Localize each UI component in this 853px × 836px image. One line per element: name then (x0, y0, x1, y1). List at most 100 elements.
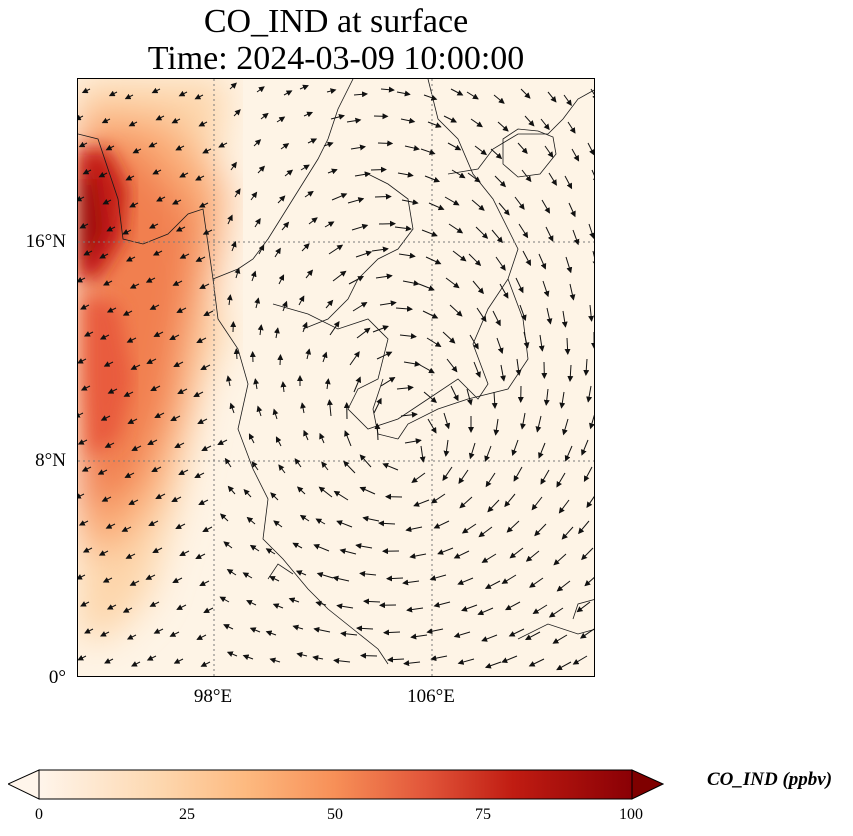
wind-arrow (565, 256, 573, 274)
wind-arrow (444, 196, 460, 206)
wind-arrow (170, 415, 181, 421)
wind-arrow (353, 91, 368, 98)
wind-arrow (508, 628, 525, 637)
wind-arrow (561, 526, 574, 540)
wind-arrow (122, 229, 132, 235)
wind-arrow (501, 655, 518, 663)
wind-arrow (476, 307, 487, 323)
wind-arrow (538, 334, 545, 352)
wind-arrow (78, 195, 85, 202)
wind-arrow (324, 221, 335, 228)
wind-arrow (101, 496, 112, 502)
wind-arrow (356, 327, 371, 339)
wind-arrow (129, 201, 139, 208)
wind-arrow (466, 91, 479, 100)
wind-arrow (316, 571, 334, 579)
wind-arrow (340, 630, 358, 637)
wind-arrow (124, 472, 135, 478)
wind-arrow (78, 358, 87, 364)
wind-arrow (123, 391, 134, 397)
wind-arrow (281, 221, 290, 231)
wind-arrow (513, 466, 523, 482)
wind-arrow (448, 223, 464, 234)
wind-arrow (419, 445, 426, 463)
wind-arrow (429, 574, 447, 581)
wind-arrow (175, 144, 185, 151)
wind-arrow (356, 625, 374, 632)
wind-arrow (426, 628, 444, 635)
colorbar-min-extend (6, 769, 40, 800)
wind-arrow (175, 226, 186, 232)
wind-arrow (304, 190, 314, 198)
wind-arrow (564, 175, 573, 190)
wind-arrow (179, 253, 190, 259)
wind-arrow (494, 175, 507, 188)
wind-arrow (380, 376, 396, 387)
wind-arrow (450, 385, 459, 402)
wind-arrow (359, 454, 372, 468)
wind-arrow (253, 139, 262, 147)
wind-arrow (542, 280, 550, 298)
wind-arrow (579, 628, 594, 639)
wind-arrow (151, 87, 161, 94)
wind-arrow (587, 142, 594, 156)
wind-arrow (121, 526, 132, 532)
wind-arrow (568, 202, 576, 218)
wind-arrow (80, 601, 90, 607)
wind-arrow (203, 607, 214, 613)
colorbar-max-extend (631, 769, 665, 800)
wind-arrow (511, 439, 519, 457)
wind-arrow (97, 469, 108, 475)
wind-arrow (98, 550, 109, 556)
wind-arrow (174, 442, 185, 448)
wind-arrow (152, 547, 163, 553)
wind-arrow (576, 601, 591, 613)
wind-arrow (469, 334, 479, 350)
wind-arrow (386, 575, 404, 582)
wind-arrow (234, 188, 241, 198)
wind-arrow (224, 457, 232, 468)
wind-arrow (106, 225, 116, 232)
wind-arrow (354, 171, 371, 178)
wind-arrow (405, 526, 423, 533)
wind-arrow (395, 305, 413, 312)
wind-arrow (82, 547, 93, 553)
wind-arrow (193, 391, 204, 397)
wind-arrow (78, 439, 88, 445)
wind-arrow (424, 175, 441, 183)
wind-arrow (545, 226, 554, 242)
wind-arrow (100, 631, 110, 637)
wind-arrow (332, 270, 347, 282)
wind-arrow (128, 120, 138, 127)
wind-arrow (269, 576, 280, 582)
wind-arrow (404, 145, 420, 152)
wind-arrow (500, 364, 506, 382)
wind-arrow (302, 321, 308, 333)
wind-arrow (323, 141, 334, 148)
wind-arrow (226, 375, 232, 387)
wind-arrow (528, 658, 545, 667)
wind-arrow (491, 229, 503, 244)
wind-arrow (515, 277, 524, 294)
wind-arrow (277, 195, 286, 204)
wind-arrow (497, 121, 509, 132)
wind-arrow (336, 603, 354, 610)
wind-arrow (490, 148, 503, 160)
lat-tick-16n: 16°N (25, 231, 66, 252)
wind-arrow (515, 358, 522, 376)
wind-arrow (561, 310, 568, 328)
wind-arrow (396, 90, 411, 97)
wind-arrow (318, 486, 333, 498)
wind-arrow (473, 361, 481, 378)
wind-arrow (446, 358, 458, 373)
wind-arrow (128, 499, 139, 505)
wind-arrow (457, 658, 475, 665)
wind-arrow (399, 333, 417, 340)
wind-arrow (350, 144, 366, 151)
wind-arrow (327, 168, 338, 175)
wind-arrow (172, 577, 183, 583)
wind-arrow (352, 301, 368, 312)
wind-arrow (378, 520, 396, 527)
wind-arrow (130, 364, 141, 370)
wind-arrow (556, 472, 566, 488)
